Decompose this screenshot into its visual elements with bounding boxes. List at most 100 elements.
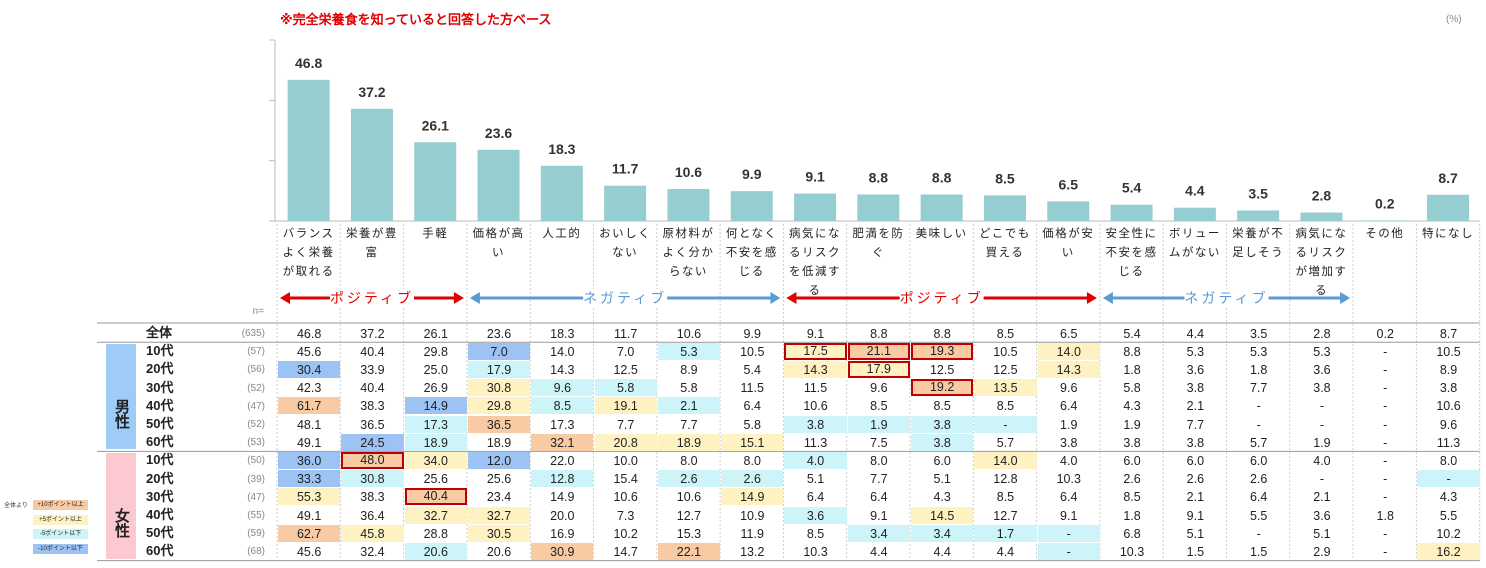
table-cell: 40.4 xyxy=(404,488,467,506)
table-cell: - xyxy=(1319,472,1325,487)
table-cell: 8.0 xyxy=(743,453,761,468)
table-cell: 5.7 xyxy=(996,435,1015,450)
row-n: (52) xyxy=(247,382,265,394)
bar xyxy=(350,108,393,221)
table-cell: 6.4 xyxy=(1060,490,1078,505)
table-cell: 9.1 xyxy=(870,508,888,523)
arrow-head xyxy=(1086,292,1097,304)
table-cell: 10.6 xyxy=(803,399,828,414)
table-cell: 11.5 xyxy=(740,381,764,396)
table-cell: - xyxy=(1383,399,1388,414)
table-cell: 11.3 xyxy=(803,435,828,450)
table-cell: 8.8 xyxy=(1123,344,1141,359)
table-cell: 6.5 xyxy=(1060,326,1078,341)
table-cell: 6.0 xyxy=(933,453,951,468)
table-cell: 5.4 xyxy=(743,362,761,377)
table-cell: 2.6 xyxy=(721,470,784,488)
table-cell: 19.3 xyxy=(911,342,974,360)
row-label: 20代 xyxy=(146,361,174,377)
table-cell: 16.9 xyxy=(550,526,575,541)
bar xyxy=(1173,207,1216,221)
table-cell: 5.8 xyxy=(680,381,698,396)
table-cell: 30.5 xyxy=(467,524,531,542)
table-cell: 9.6 xyxy=(531,379,594,397)
table-cell: 3.8 xyxy=(1439,381,1458,396)
table-cell: 4.4 xyxy=(933,544,951,559)
table-cell: 12.7 xyxy=(993,508,1018,523)
table-cell: 18.3 xyxy=(550,326,575,341)
table-cell: 62.7 xyxy=(278,524,341,542)
table-cell: 8.7 xyxy=(1439,326,1458,341)
table-cell: 5.5 xyxy=(1249,508,1268,523)
table-cell: 14.9 xyxy=(404,397,467,415)
bar xyxy=(1363,220,1406,221)
table-cell: 10.5 xyxy=(993,344,1018,359)
table-cell: 7.7 xyxy=(616,417,635,432)
table-cell: 3.4 xyxy=(847,524,910,542)
table-cell: 4.4 xyxy=(996,544,1015,559)
table-cell: 23.6 xyxy=(486,326,512,341)
row-label: 60代 xyxy=(146,434,174,450)
table-cell: 30.8 xyxy=(341,470,404,488)
table-cell: 38.3 xyxy=(360,490,385,505)
table-cell: 4.3 xyxy=(1439,490,1458,505)
table-cell: 2.9 xyxy=(1313,544,1331,559)
table-cell: 30.9 xyxy=(531,542,594,561)
table-cell: 7.3 xyxy=(616,508,635,523)
table-cell: 9.1 xyxy=(1060,508,1078,523)
table-cell: 9.1 xyxy=(1186,508,1205,523)
category-label: おいしくない xyxy=(599,228,652,259)
row-n: (59) xyxy=(247,528,265,540)
table-cell: 6.0 xyxy=(1249,453,1268,468)
table-cell: 4.0 xyxy=(784,451,847,470)
bar-value-label: 4.4 xyxy=(1185,183,1205,199)
table-cell: 5.7 xyxy=(1249,435,1268,450)
bar-value-label: 11.7 xyxy=(612,161,639,177)
arrow-head xyxy=(786,292,797,304)
table-cell: 3.8 xyxy=(1186,381,1205,396)
group-label: ポジティブ xyxy=(330,290,414,306)
table-cell: 14.9 xyxy=(721,488,784,506)
table-cell: 34.0 xyxy=(404,451,467,470)
table-cell: 1.9 xyxy=(1060,417,1078,432)
table-cell: 29.8 xyxy=(423,344,448,359)
table-cell: 25.6 xyxy=(423,472,448,487)
table-cell: 1.7 xyxy=(974,524,1037,542)
table-cell: 8.5 xyxy=(996,490,1015,505)
table-cell: 3.8 xyxy=(1123,435,1141,450)
table-cell: 12.5 xyxy=(993,362,1018,377)
table-cell: 6.0 xyxy=(1186,453,1205,468)
row-label: 50代 xyxy=(146,416,174,431)
table-cell: 40.4 xyxy=(360,344,385,359)
table-cell: 3.6 xyxy=(784,506,847,524)
bar-value-label: 8.8 xyxy=(932,169,952,185)
table-cell: 5.1 xyxy=(933,472,951,487)
table-cell: 33.9 xyxy=(360,362,385,377)
table-cell: - xyxy=(1417,470,1480,488)
table-cell: 13.5 xyxy=(974,379,1037,397)
table-cell: 8.0 xyxy=(1439,453,1458,468)
table-cell: - xyxy=(1037,542,1100,561)
row-label: 40代 xyxy=(146,397,174,413)
bar-value-label: 2.8 xyxy=(1312,188,1332,204)
table-cell: 11.5 xyxy=(803,381,828,396)
category-label: 美味しい xyxy=(915,228,968,240)
bar xyxy=(604,185,647,221)
table-cell: 3.8 xyxy=(1186,435,1205,450)
table-cell: 7.7 xyxy=(680,417,698,432)
title: ※完全栄養食を知っていると回答した方ベース xyxy=(280,12,552,27)
table-cell: 12.5 xyxy=(929,362,955,377)
table-cell: 12.0 xyxy=(467,451,531,470)
row-n: (52) xyxy=(247,419,265,430)
table-cell: 30.8 xyxy=(467,379,531,397)
row-label: 30代 xyxy=(146,488,174,504)
table-cell: 32.4 xyxy=(360,544,385,559)
table-cell: 48.1 xyxy=(296,417,322,432)
table-cell: 8.5 xyxy=(996,399,1015,414)
table-cell: 30.4 xyxy=(278,360,341,379)
legend-item: +10ポイント以上 xyxy=(33,500,88,510)
category-label: 栄養が豊富 xyxy=(345,228,398,259)
table-cell: 10.6 xyxy=(676,326,702,341)
table-cell: 24.5 xyxy=(341,433,404,451)
